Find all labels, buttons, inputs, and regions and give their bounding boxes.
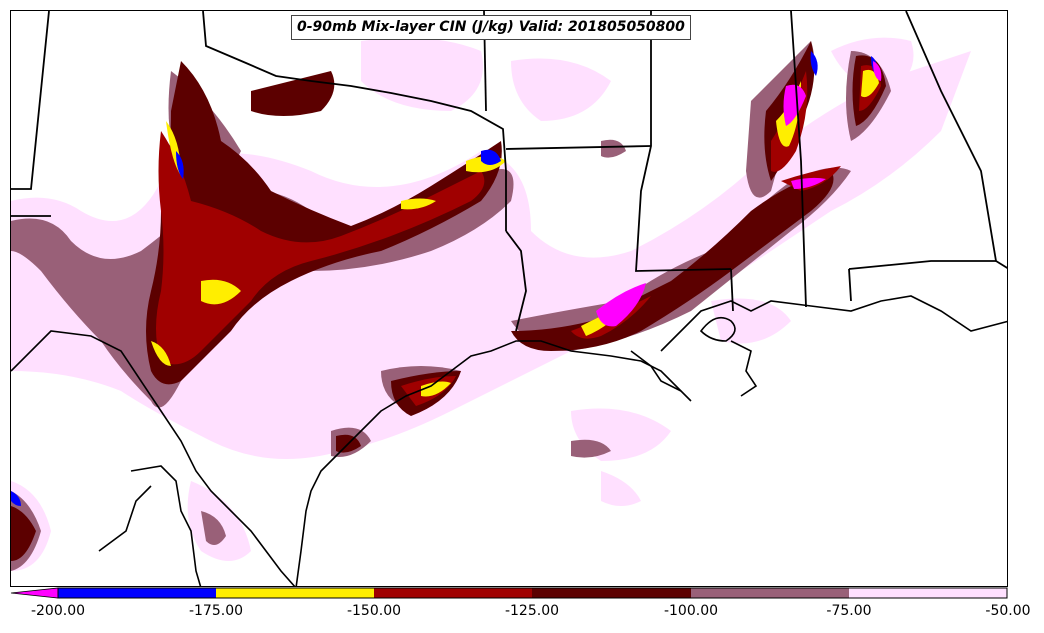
colorbar-segment: [691, 588, 849, 598]
colorbar-tick-label: -125.00: [504, 603, 560, 619]
colorbar-segment: [216, 588, 374, 598]
colorbar-segment: [532, 588, 691, 598]
colorbar-tick-label: -75.00: [826, 603, 872, 619]
coastline: [11, 295, 1007, 586]
colorbar-segment: [58, 588, 216, 598]
colorbar: [10, 587, 1008, 599]
map-panel: [10, 10, 1008, 587]
colorbar-under-arrow: [10, 587, 59, 599]
colorbar-tick-label: -175.00: [188, 603, 244, 619]
map-title: 0-90mb Mix-layer CIN (J/kg) Valid: 20180…: [291, 15, 691, 40]
contour-blue: [11, 51, 878, 506]
colorbar-segment: [374, 588, 532, 598]
colorbar-tick-label: -200.00: [30, 603, 86, 619]
colorbar-tick-label: -100.00: [663, 603, 719, 619]
colorbar-tick-label: -150.00: [346, 603, 402, 619]
colorbar-segment: [849, 588, 1007, 598]
colorbar-outline: [57, 587, 1008, 599]
cin-map: [11, 11, 1007, 586]
state-boundaries: [11, 11, 1007, 332]
colorbar-tick-label: -50.00: [985, 603, 1031, 619]
contour-magenta: [596, 61, 882, 327]
